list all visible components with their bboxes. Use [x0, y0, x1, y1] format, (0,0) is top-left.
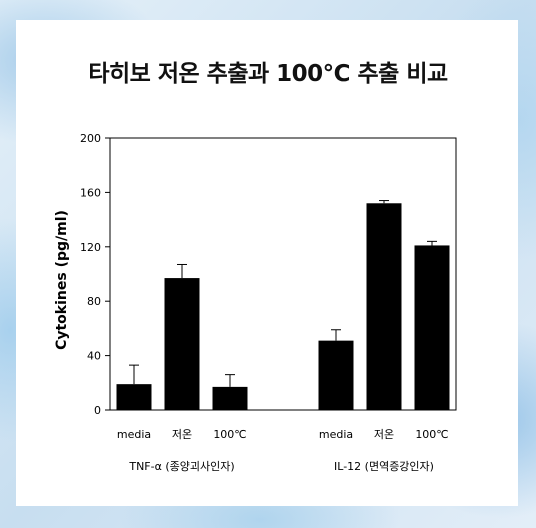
category-label: media	[117, 428, 151, 441]
y-tick-label: 200	[80, 132, 101, 145]
y-axis-label: Cytokines (pg/ml)	[54, 210, 70, 350]
y-tick-label: 160	[80, 186, 101, 199]
bar	[212, 386, 248, 410]
category-label: media	[319, 428, 353, 441]
y-tick-label: 40	[87, 350, 101, 363]
category-label: 100℃	[213, 428, 246, 441]
category-label: 100℃	[415, 428, 448, 441]
bar	[164, 278, 200, 410]
bar	[366, 203, 402, 410]
y-tick-label: 120	[80, 241, 101, 254]
bar	[414, 245, 450, 410]
group-label: TNF-α (종양괴사인자)	[128, 460, 234, 473]
category-label: 저온	[374, 428, 394, 441]
plot-frame	[109, 137, 457, 411]
y-tick-label: 0	[94, 404, 101, 417]
group-label: IL-12 (면역증강인자)	[334, 460, 434, 473]
bar	[116, 384, 152, 410]
category-label: 저온	[172, 428, 192, 441]
y-tick-label: 80	[87, 295, 101, 308]
chart-title: 타히보 저온 추출과 100℃ 추출 비교	[88, 61, 448, 87]
bar	[318, 340, 354, 410]
